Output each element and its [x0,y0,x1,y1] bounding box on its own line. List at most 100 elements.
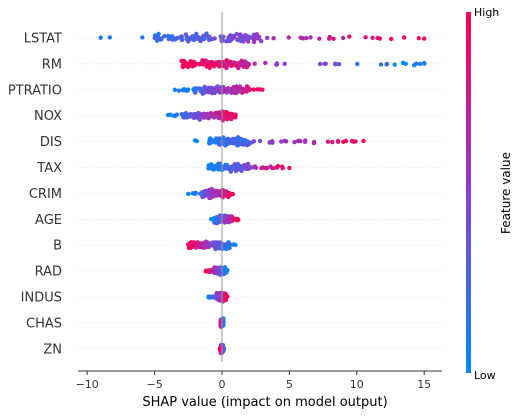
shap-point [170,34,175,40]
shap-point [195,244,201,249]
shap-point [246,62,251,67]
shap-point [235,143,240,148]
shap-point [222,213,228,218]
shap-point [190,34,195,39]
shap-point [264,165,270,171]
shap-point [244,84,250,89]
shap-point [202,242,207,248]
feature-label: B [53,239,62,254]
shap-point [224,90,229,95]
shap-point [231,141,236,146]
shap-point [325,139,331,144]
shap-point [194,36,199,41]
shap-point [284,139,289,144]
shap-point [247,87,252,93]
shap-point [231,242,237,247]
shap-point [218,346,223,351]
shap-point [190,114,195,119]
shap-point [185,113,190,119]
shap-point [355,61,360,67]
shap-point [254,32,260,37]
shap-point [234,167,239,172]
shap-point [204,191,209,196]
shap-point [270,139,275,144]
shap-point [237,84,243,89]
shap-point [209,37,215,42]
shap-point [239,36,244,42]
shap-point [222,242,227,247]
shap-point [222,269,227,274]
shap-point [234,31,239,37]
shap-point [191,87,196,92]
shap-point [168,112,174,118]
feature-label: RAD [35,265,62,280]
shap-point [370,35,375,40]
shap-point [208,87,213,92]
shap-point [252,61,257,66]
shap-point [214,193,220,198]
shap-point [212,62,218,67]
shap-point [286,35,291,40]
shap-point [203,112,208,118]
shap-point [193,190,198,196]
shap-point [213,243,218,248]
colorbar-gradient [466,12,471,373]
shap-point [194,138,200,144]
x-axis: −10 −5 0 5 10 15 [76,370,442,391]
shap-point [201,33,206,39]
shap-point [237,88,242,93]
shap-point [347,34,352,39]
shap-point [331,36,336,41]
shap-point [317,36,322,41]
shap-point [308,35,313,40]
colorbar: High Low Feature value [466,6,513,382]
shap-point [418,61,423,67]
shap-point [292,139,297,145]
feature-label: RM [42,57,62,72]
shap-point [203,86,209,91]
shap-point [221,191,227,197]
shap-point [228,33,233,38]
shap-point [199,37,204,42]
shap-point [274,62,280,67]
feature-label: PTRATIO [8,83,62,98]
shap-point [214,268,219,274]
shap-point [263,60,268,66]
shap-point [235,161,240,167]
shap-point [204,31,209,36]
shap-point [414,61,419,66]
shap-point [220,118,225,123]
colorbar-low-label: Low [474,369,496,382]
shap-point [239,168,244,173]
shap-point [287,165,292,171]
shap-point [363,35,368,40]
feature-rows: LSTAT RM PTRATIO NOX DIS TAX CRIM AGE B RAD INDUS C… [8,32,442,357]
x-axis-label: SHAP value (impact on model output) [142,395,387,410]
shap-point [207,60,212,65]
shap-point [211,114,216,120]
shap-point [238,32,243,37]
shap-point [196,61,201,67]
x-tick-label: 10 [350,378,364,391]
shap-point [304,35,309,41]
shap-point [230,136,236,142]
shap-point [206,36,211,42]
shap-point [162,34,167,39]
shap-point [388,36,394,42]
shap-point [217,87,222,92]
shap-point [245,39,251,44]
shap-point [274,165,279,170]
shap-point [192,63,197,68]
shap-point [265,35,270,41]
shap-point [198,86,203,92]
shap-point [323,61,328,66]
feature-label: ZN [43,342,62,357]
shap-point [361,138,366,144]
shap-point [198,191,203,196]
shap-point [246,34,252,39]
shap-point [216,217,222,222]
shap-point [186,61,191,66]
shap-point [351,139,356,144]
shap-point [176,88,182,93]
